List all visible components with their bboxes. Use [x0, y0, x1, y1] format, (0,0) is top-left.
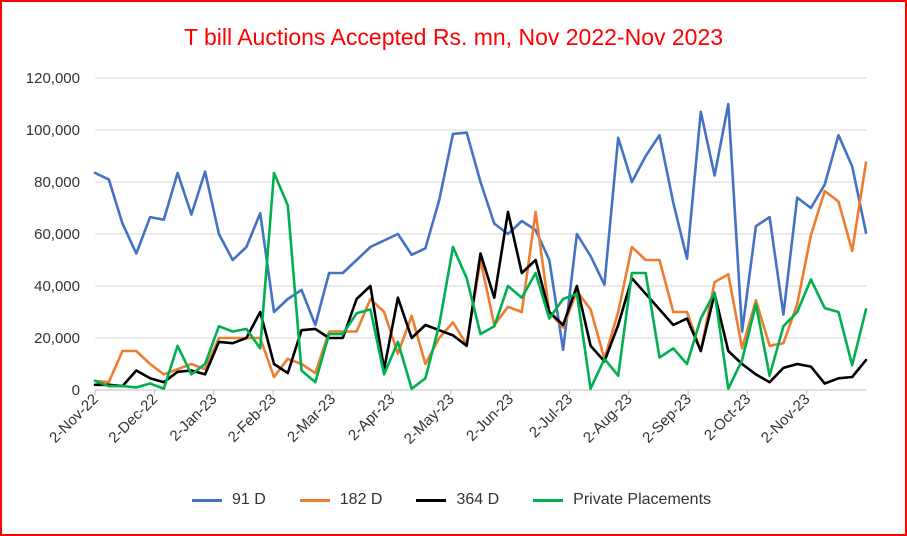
x-tick-label: 2-Jan-23 [167, 391, 221, 445]
y-tick-label: 20,000 [34, 330, 80, 347]
y-tick-label: 60,000 [34, 226, 80, 243]
y-tick-label: 80,000 [34, 174, 80, 191]
legend-item: Private Placements [533, 491, 711, 509]
x-tick-label: 2-Nov-22 [46, 391, 102, 447]
y-tick-label: 0 [72, 382, 80, 399]
series-line-364-d [93, 210, 868, 388]
x-tick-label: 2-Mar-23 [284, 391, 339, 446]
chart-title: T bill Auctions Accepted Rs. mn, Nov 202… [183, 24, 724, 50]
x-tick-label: 2-May-23 [401, 391, 458, 448]
y-tick-label: 100,000 [26, 122, 80, 139]
legend-label: 182 D [339, 491, 383, 508]
y-axis: 0 20,000 40,000 60,000 80,000 100,000 120,000 [26, 70, 80, 399]
gridlines [95, 77, 866, 391]
x-tick-label: 2-Apr-23 [345, 391, 398, 444]
legend-swatch [191, 498, 222, 502]
legend: 91 D 182 D 364 D Private Placements [0, 491, 903, 509]
x-tick-label: 2-Jun-23 [463, 391, 517, 445]
x-tick-label: 2-Nov-23 [758, 391, 814, 447]
legend-label: 91 D [231, 491, 266, 508]
legend-item: 91 D [191, 491, 266, 509]
x-axis: 2-Nov-22 2-Dec-22 2-Jan-23 2-Feb-23 2-Mar-23… [46, 389, 866, 448]
legend-swatch [416, 498, 447, 502]
legend-swatch [533, 498, 564, 502]
x-tick-label: 2-Dec-22 [105, 391, 161, 447]
x-tick-label: 2-Aug-23 [580, 391, 636, 447]
x-tick-label: 2-Feb-23 [225, 391, 280, 446]
legend-swatch [299, 498, 330, 502]
x-tick-label: 2-Jul-23 [526, 391, 576, 441]
legend-label: Private Placements [573, 491, 712, 508]
y-tick-label: 40,000 [34, 278, 80, 295]
x-tick-label: 2-Oct-23 [701, 391, 754, 444]
legend-item: 364 D [416, 491, 499, 509]
series-lines [93, 102, 868, 391]
series-line-private-placements [93, 171, 868, 391]
legend-item: 182 D [299, 491, 383, 509]
legend-label: 364 D [456, 491, 500, 508]
y-tick-label: 120,000 [26, 70, 80, 87]
series-line-91-d [93, 102, 868, 352]
x-tick-label: 2-Sep-23 [639, 391, 695, 447]
